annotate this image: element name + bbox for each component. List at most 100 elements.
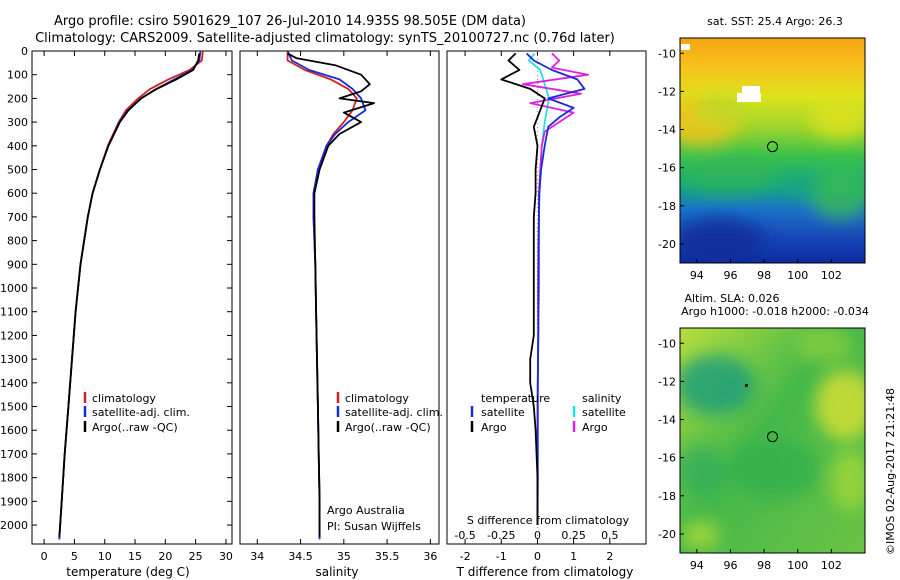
depth-tick-label: 300 — [7, 116, 28, 129]
top-x-tick-label: 0.25 — [561, 529, 586, 542]
x-tick-label: 1 — [570, 550, 577, 563]
difference-axes — [446, 50, 647, 545]
salinity-xlabel: salinity — [315, 565, 358, 579]
temperature-legend: climatology satellite-adj. clim. Argo(..… — [83, 392, 190, 434]
x-tick-label: 20 — [158, 550, 172, 563]
credit-line2: PI: Susan Wijffels — [327, 520, 421, 533]
map-y-tick-label: -14 — [658, 414, 676, 427]
x-tick-label: -2 — [460, 550, 471, 563]
x-tick-label: 35.5 — [375, 550, 400, 563]
depth-tick-label: 1900 — [0, 495, 28, 508]
map-x-tick-label: 102 — [821, 559, 842, 572]
map-x-tick-label: 96 — [723, 269, 737, 282]
series-line — [500, 52, 546, 525]
legend-sal-argo: Argo — [582, 421, 608, 434]
depth-tick-label: 1000 — [0, 282, 28, 295]
depth-tick-label: 1400 — [0, 377, 28, 390]
depth-tick-label: 1800 — [0, 472, 28, 485]
map-y-tick-label: -16 — [658, 452, 676, 465]
legend-sal-satellite: satellite — [582, 406, 626, 419]
legend-climatology: climatology — [92, 392, 156, 405]
depth-tick-label: 100 — [7, 69, 28, 82]
map-y-tick-label: -10 — [658, 47, 676, 60]
sst-map-panel: sat. SST: 25.4 Argo: 26.3 94 96 98 100 102 -1… — [658, 15, 866, 282]
salinity-panel: 34 34.5 35 35.5 36 salinity climatology sate… — [239, 50, 443, 579]
x-tick-label: 15 — [128, 550, 142, 563]
legend-temperature-title: temperature — [481, 392, 550, 405]
map-y-tick-label: -16 — [658, 162, 676, 175]
salinity-lines — [286, 50, 376, 540]
map-y-tick-label: -18 — [658, 200, 676, 213]
top-x-tick-label: 0.5 — [601, 529, 619, 542]
x-tick-label: 0 — [534, 550, 541, 563]
difference-ticks: -2 -1 0 1 2-0.5 -0.25 0 0.25 0.5 — [454, 51, 619, 563]
title-line1: Argo profile: csiro 5901629_107 26-Jul-2… — [54, 14, 526, 29]
legend-salinity-title: salinity — [582, 392, 622, 405]
sst-map-field — [680, 38, 865, 263]
legend-satellite: satellite-adj. clim. — [92, 406, 190, 419]
sla-map-subtitle: Argo h1000: -0.018 h2000: -0.034 — [681, 305, 869, 318]
map-y-tick-label: -14 — [658, 124, 676, 137]
difference-panel: -2 -1 0 1 2-0.5 -0.25 0 0.25 0.5 T difference fr… — [446, 50, 647, 579]
sst-map-title: sat. SST: 25.4 Argo: 26.3 — [707, 15, 843, 28]
depth-tick-label: 1200 — [0, 329, 28, 342]
series-line — [525, 52, 586, 526]
map-y-tick-label: -10 — [658, 337, 676, 350]
depth-tick-label: 1600 — [0, 424, 28, 437]
map-x-tick-label: 98 — [757, 269, 771, 282]
x-tick-label: 0 — [41, 550, 48, 563]
argo-position-marker — [767, 431, 778, 443]
depth-tick-label: 1500 — [0, 401, 28, 414]
temperature-ticks: 0 5 10 15 20 25 30 — [41, 51, 233, 563]
series-line — [58, 53, 201, 537]
x-tick-label: 30 — [219, 550, 233, 563]
sla-map-ticks: 94 96 98 100 102 -10 -12 -14 -16 -18 -20 — [658, 337, 842, 572]
imos-timestamp: ©IMOS 02-Aug-2017 21:21:48 — [884, 388, 897, 555]
sla-map-panel: Altim. SLA: 0.026 Argo h1000: -0.018 h20… — [658, 292, 869, 572]
temperature-lines — [58, 50, 204, 540]
depth-tick-label: 0 — [21, 45, 28, 58]
argo-position-marker — [767, 141, 778, 153]
top-x-tick-label: -0.25 — [487, 529, 515, 542]
salinity-ticks: 34 34.5 35 35.5 36 — [250, 51, 437, 563]
x-tick-label: 25 — [189, 550, 203, 563]
map-x-tick-label: 98 — [757, 559, 771, 572]
temperature-panel: 0100200300400500600700800900100011001200… — [0, 45, 646, 579]
depth-tick-label: 1300 — [0, 353, 28, 366]
x-tick-label: -1 — [496, 550, 507, 563]
series-line — [287, 52, 376, 537]
depth-tick-label: 700 — [7, 211, 28, 224]
salinity-legend: climatology satellite-adj. clim. Argo(..… — [336, 392, 443, 434]
x-tick-label: 35 — [337, 550, 351, 563]
sla-map-field — [680, 328, 865, 553]
x-tick-label: 34.5 — [288, 550, 313, 563]
legend-temp-satellite: satellite — [481, 406, 525, 419]
legend-argo: Argo(..raw -QC) — [92, 421, 178, 434]
depth-tick-label: 400 — [7, 140, 28, 153]
depth-tick-label: 800 — [7, 235, 28, 248]
map-x-tick-label: 100 — [787, 269, 808, 282]
map-y-tick-label: -20 — [658, 528, 676, 541]
legend-climatology: climatology — [345, 392, 409, 405]
depth-tick-label: 2000 — [0, 519, 28, 532]
map-x-tick-label: 100 — [787, 559, 808, 572]
x-tick-label: 36 — [423, 550, 437, 563]
depth-tick-label: 200 — [7, 92, 28, 105]
map-y-tick-label: -20 — [658, 238, 676, 251]
top-x-tick-label: -0.5 — [454, 529, 475, 542]
map-x-tick-label: 102 — [821, 269, 842, 282]
credit-line1: Argo Australia — [327, 504, 405, 517]
temperature-xlabel: temperature (deg C) — [66, 565, 189, 579]
x-tick-label: 10 — [98, 550, 112, 563]
difference-legend: temperature satellite Argo salinity sate… — [470, 392, 626, 434]
legend-argo: Argo(..raw -QC) — [345, 421, 431, 434]
difference-top-xlabel: S difference from climatology — [467, 514, 630, 527]
legend-temp-argo: Argo — [481, 421, 507, 434]
sla-map-axes — [679, 327, 866, 554]
map-y-tick-label: -18 — [658, 490, 676, 503]
salinity-axes — [239, 50, 440, 545]
sla-map-title: Altim. SLA: 0.026 — [684, 292, 779, 305]
difference-lines — [500, 51, 589, 540]
temperature-axes — [31, 50, 233, 545]
